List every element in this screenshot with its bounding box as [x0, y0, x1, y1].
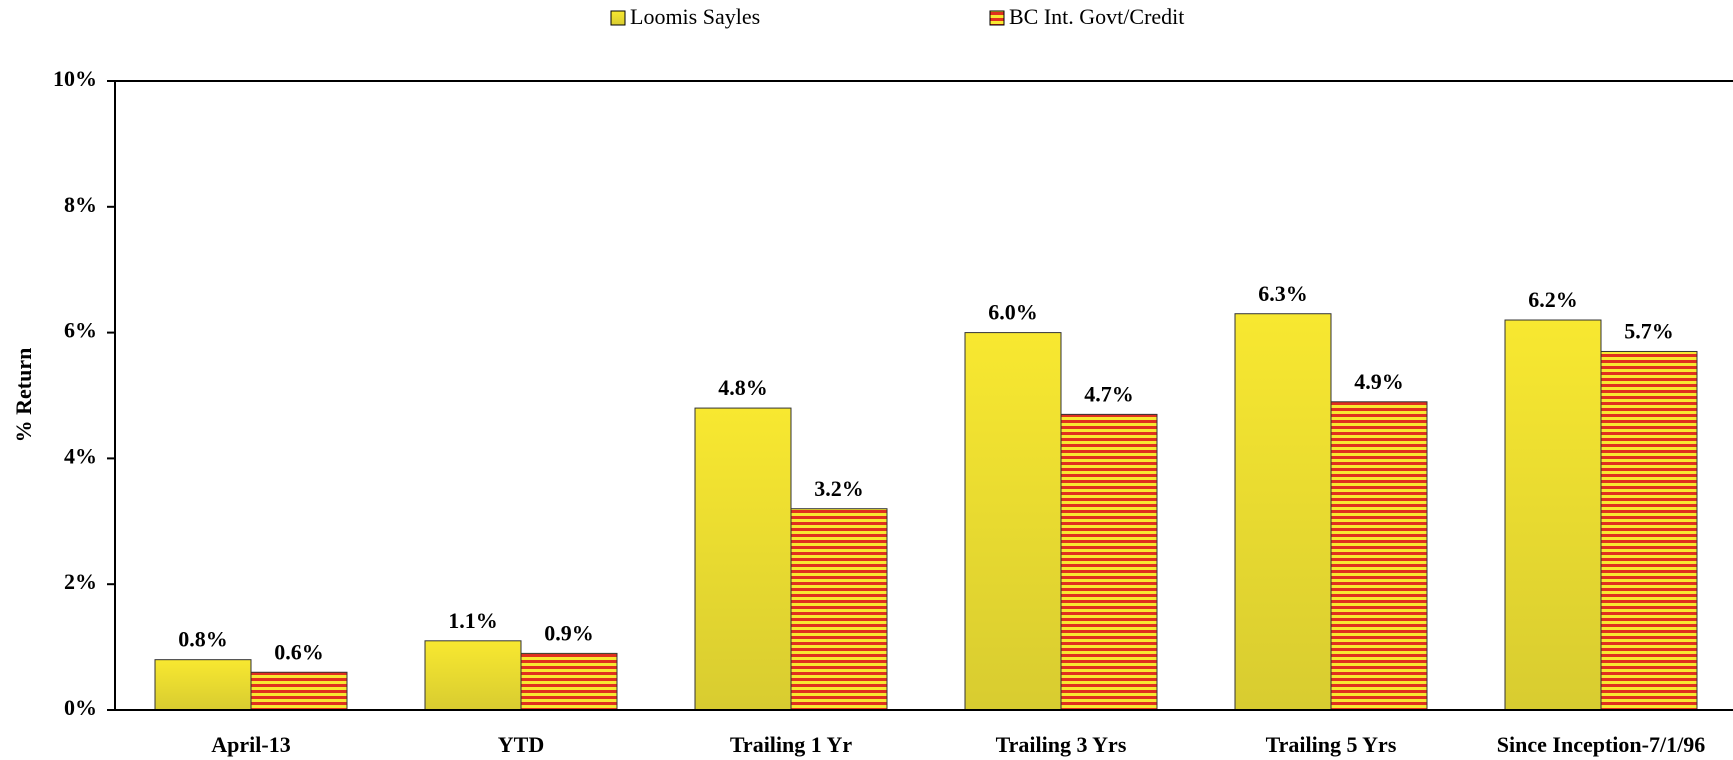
- data-label: 0.6%: [274, 639, 324, 664]
- y-tick-label: 0%: [64, 695, 97, 720]
- x-tick-label: Trailing 1 Yr: [730, 732, 852, 757]
- y-tick-label: 2%: [64, 569, 97, 594]
- y-axis-label: % Return: [11, 348, 36, 443]
- data-label: 1.1%: [448, 608, 498, 633]
- data-label: 5.7%: [1624, 319, 1674, 344]
- bar: [520, 652, 618, 711]
- data-label: 4.7%: [1084, 381, 1134, 406]
- bar: [1504, 319, 1602, 711]
- data-label: 3.2%: [814, 476, 864, 501]
- bar: [250, 671, 348, 711]
- x-tick-label: April-13: [211, 732, 290, 757]
- bar: [424, 640, 522, 711]
- bar: [154, 659, 252, 711]
- x-tick-label: Trailing 3 Yrs: [996, 732, 1127, 757]
- data-label: 4.9%: [1354, 369, 1404, 394]
- legend-swatch: [610, 10, 626, 26]
- bar: [790, 508, 888, 711]
- legend-swatch: [989, 10, 1005, 26]
- y-tick-label: 10%: [53, 66, 97, 91]
- data-label: 4.8%: [718, 375, 768, 400]
- data-label: 6.3%: [1258, 281, 1308, 306]
- bar: [1330, 401, 1428, 711]
- x-tick-label: Trailing 5 Yrs: [1266, 732, 1397, 757]
- data-label: 6.0%: [988, 300, 1038, 325]
- bar: [694, 407, 792, 711]
- x-tick-label: Since Inception-7/1/96: [1497, 732, 1705, 757]
- legend-entry: Loomis Sayles: [630, 4, 760, 29]
- y-tick-label: 4%: [64, 443, 97, 468]
- data-label: 6.2%: [1528, 287, 1578, 312]
- bar: [1600, 350, 1698, 711]
- bar: [1060, 413, 1158, 711]
- x-tick-label: YTD: [498, 732, 544, 757]
- bar: [1234, 313, 1332, 711]
- data-label: 0.9%: [544, 620, 594, 645]
- data-label: 0.8%: [178, 627, 228, 652]
- legend-entry: BC Int. Govt/Credit: [1009, 4, 1184, 29]
- y-tick-label: 6%: [64, 318, 97, 343]
- y-tick-label: 8%: [64, 192, 97, 217]
- bar: [964, 332, 1062, 711]
